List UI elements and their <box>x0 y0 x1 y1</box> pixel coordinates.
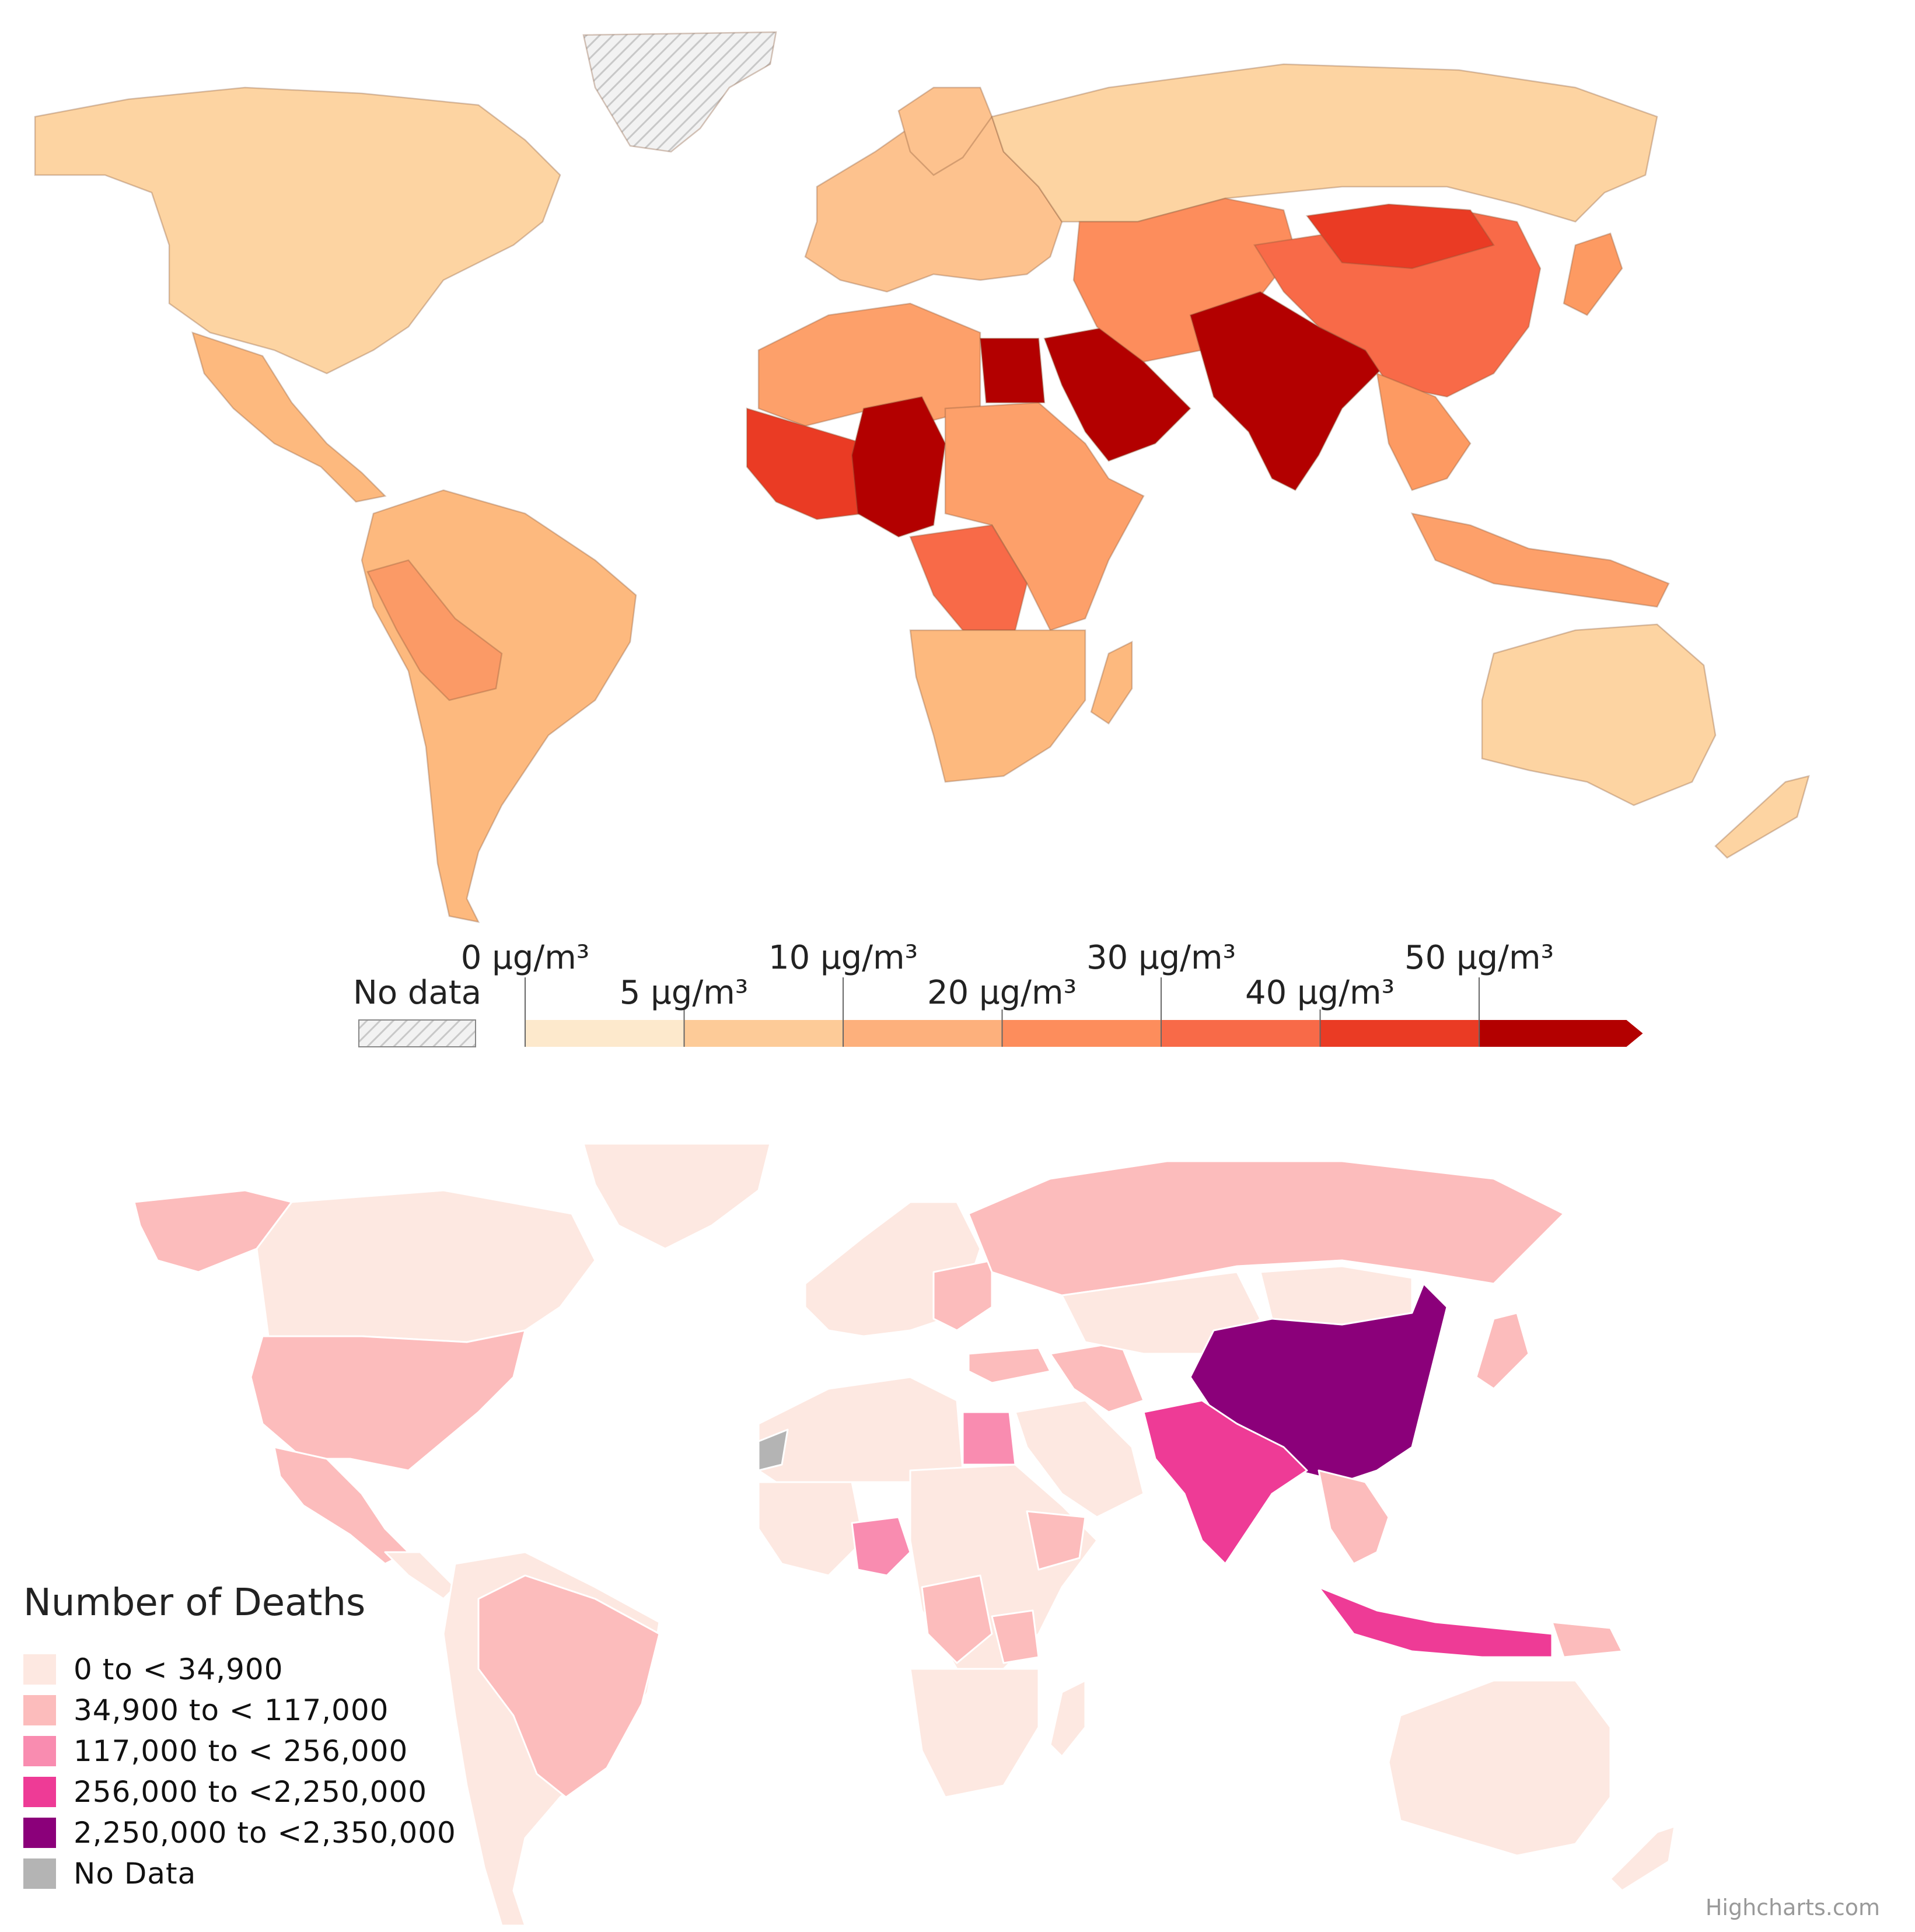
east-africa <box>944 401 1145 631</box>
sahel-nigeria-chad <box>851 396 946 538</box>
d-new-zealand <box>1609 1825 1676 1892</box>
legend-label: 0 to < 34,900 <box>74 1652 284 1686</box>
scale-label-0: 0 μg/m³ <box>461 939 589 977</box>
pm-exposure-map: No data 0 μg/m³ 10 μg/m³ 30 μg/m³ 50 μg/… <box>34 31 1810 1047</box>
d-indonesia <box>1318 1586 1553 1658</box>
legend-swatch <box>23 1818 56 1848</box>
scale-segment <box>525 1020 684 1047</box>
egypt <box>979 337 1046 404</box>
d-tanzania <box>991 1609 1040 1664</box>
scale-segment <box>684 1020 843 1047</box>
d-arabia <box>1014 1399 1145 1518</box>
scale-label-40: 40 μg/m³ <box>1245 974 1395 1012</box>
legend-label: No Data <box>74 1857 197 1891</box>
scale-label-30: 30 μg/m³ <box>1086 939 1236 977</box>
peru-bolivia <box>366 559 503 701</box>
d-central-america <box>384 1551 456 1600</box>
d-eastern-europe <box>932 1259 993 1332</box>
south-asia <box>1189 291 1390 491</box>
deaths-legend-title: Number of Deaths <box>23 1581 366 1624</box>
d-australia <box>1388 1679 1612 1857</box>
scale-arrow <box>1626 1020 1643 1047</box>
north-america <box>34 86 561 375</box>
d-southern-africa <box>909 1668 1040 1798</box>
scale-segment <box>1161 1020 1320 1047</box>
d-ethiopia <box>1026 1510 1086 1571</box>
scale-label-20: 20 μg/m³ <box>927 974 1077 1012</box>
legend-swatch <box>23 1777 56 1807</box>
southeast-asia <box>1376 372 1472 491</box>
d-dr-congo <box>921 1574 993 1664</box>
d-india <box>1142 1399 1308 1565</box>
scale-label-50: 50 μg/m³ <box>1404 939 1554 977</box>
deaths-legend-item[interactable]: 117,000 to < 256,000 <box>23 1733 408 1769</box>
no-data-label: No data <box>353 974 481 1012</box>
deaths-map <box>133 1143 1676 1927</box>
d-madagascar <box>1049 1679 1086 1758</box>
australia <box>1481 623 1717 806</box>
scale-segment <box>843 1020 1002 1047</box>
legend-label: 117,000 to < 256,000 <box>74 1734 408 1768</box>
d-iran <box>1049 1341 1145 1413</box>
d-japan <box>1475 1312 1530 1390</box>
deaths-legend-item[interactable]: 256,000 to <2,250,000 <box>23 1774 427 1810</box>
deaths-legend-item[interactable]: 34,900 to < 117,000 <box>23 1692 389 1728</box>
pm-exposure-map-panel: No data 0 μg/m³ 10 μg/m³ 30 μg/m³ 50 μg/… <box>34 31 1810 1047</box>
mexico-central-america <box>191 331 387 503</box>
southern-africa <box>909 629 1086 783</box>
d-western-sahara <box>757 1428 789 1472</box>
deaths-map-panel <box>0 1109 1915 1932</box>
d-alaska <box>133 1189 293 1273</box>
new-zealand <box>1714 775 1810 859</box>
deaths-legend-item[interactable]: No Data <box>23 1856 196 1892</box>
japan <box>1563 232 1623 316</box>
d-egypt <box>962 1411 1016 1466</box>
scale-label-5: 5 μg/m³ <box>620 974 748 1012</box>
d-usa <box>250 1329 526 1472</box>
d-nigeria <box>851 1516 911 1577</box>
russia <box>991 63 1658 223</box>
scale-label-10: 10 μg/m³ <box>768 939 918 977</box>
no-data-swatch <box>358 1019 476 1047</box>
scale-segment <box>1479 1020 1627 1047</box>
d-canada <box>256 1189 596 1343</box>
scale-segment <box>1320 1020 1479 1047</box>
d-papua <box>1551 1621 1623 1658</box>
d-southeast-asia <box>1318 1469 1390 1565</box>
d-brazil <box>477 1574 661 1798</box>
mongolia <box>1305 203 1495 270</box>
deaths-legend-item[interactable]: 0 to < 34,900 <box>23 1651 284 1688</box>
highcharts-credits[interactable]: Highcharts.com <box>1705 1895 1880 1920</box>
west-africa <box>746 407 865 520</box>
pm-color-scale <box>525 977 1643 1047</box>
legend-swatch <box>23 1858 56 1889</box>
legend-swatch <box>23 1736 56 1766</box>
south-america <box>361 489 637 923</box>
deaths-legend-item[interactable]: 2,250,000 to <2,350,000 <box>23 1815 456 1851</box>
legend-label: 2,250,000 to <2,350,000 <box>74 1816 456 1850</box>
legend-label: 256,000 to <2,250,000 <box>74 1775 428 1809</box>
d-turkey <box>967 1347 1051 1384</box>
madagascar <box>1090 640 1133 725</box>
d-west-africa <box>757 1481 865 1577</box>
legend-swatch <box>23 1695 56 1725</box>
legend-label: 34,900 to < 117,000 <box>74 1693 389 1727</box>
greenland <box>582 31 777 153</box>
indonesia <box>1410 512 1670 608</box>
d-greenland <box>582 1143 771 1250</box>
scale-segment <box>1002 1020 1161 1047</box>
scandinavia <box>897 86 993 176</box>
legend-swatch <box>23 1654 56 1685</box>
